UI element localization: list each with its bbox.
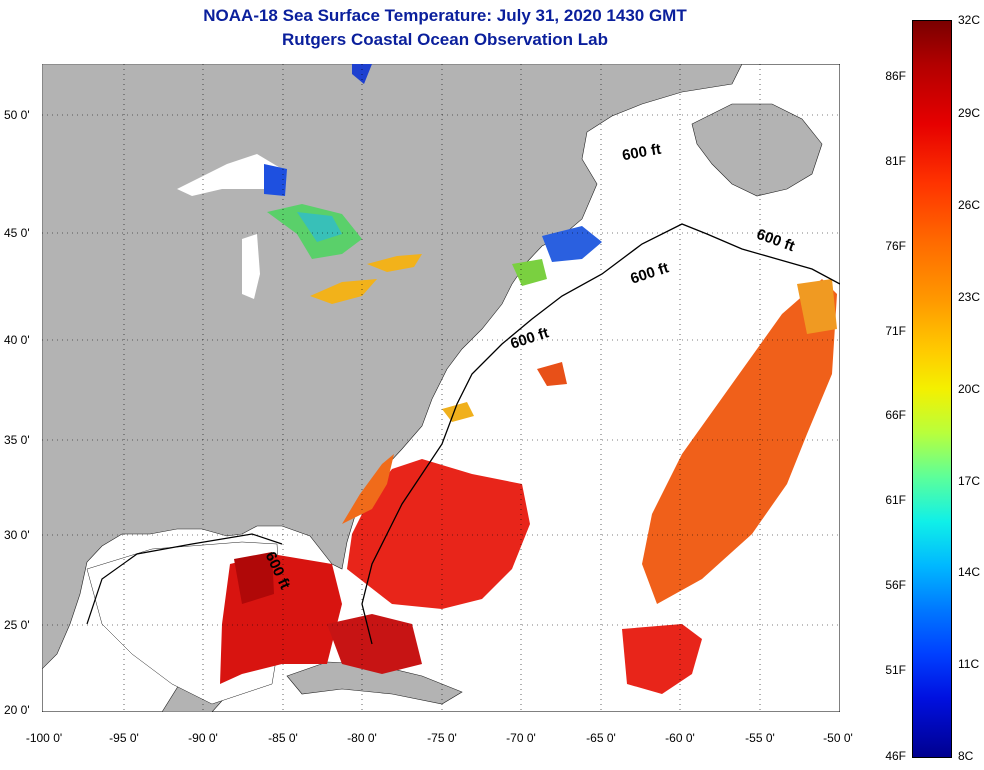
colorbar-c-17: 17C — [958, 474, 981, 488]
atlantic-sst — [642, 279, 837, 604]
lon-label-60: -60 0' — [665, 731, 695, 745]
lake-superior — [177, 154, 282, 196]
gulf-mexico-hot — [234, 552, 274, 604]
lon-label-65: -65 0' — [586, 731, 616, 745]
lon-label-70: -70 0' — [506, 731, 536, 745]
gulf-stream-sst — [347, 459, 530, 609]
lake-superior-sst — [264, 164, 287, 196]
colorbar-c-11: 11C — [958, 657, 980, 671]
lake-ontario — [367, 254, 422, 272]
colorbar-f-86: 86F — [885, 69, 906, 83]
gulf-maine-cold — [542, 226, 602, 262]
lon-label-95: -95 0' — [109, 731, 139, 745]
lon-label-75: -75 0' — [427, 731, 457, 745]
map-title: NOAA-18 Sea Surface Temperature: July 31… — [203, 6, 687, 25]
lat-lon-grid — [42, 64, 840, 712]
newfoundland-land — [691, 103, 823, 197]
georgia-coast-sst — [342, 454, 394, 524]
colorbar-f-71: 71F — [885, 324, 906, 338]
lat-label-35: 35 0' — [4, 433, 30, 447]
lat-label-40: 40 0' — [4, 333, 30, 347]
colorbar-f-76: 76F — [885, 239, 906, 253]
colorbar-c-32: 32C — [958, 13, 981, 27]
colorbar-c-29: 29C — [958, 106, 981, 120]
colorbar-f-61: 61F — [885, 493, 906, 507]
lat-label-30: 30 0' — [4, 528, 30, 542]
lat-label-20: 20 0' — [4, 703, 30, 717]
colorbar-f-81: 81F — [885, 154, 906, 168]
colorbar-f-51: 51F — [885, 663, 906, 677]
colorbar-f-46: 46F — [885, 749, 906, 763]
colorbar-f-56: 56F — [885, 578, 906, 592]
sst-map — [42, 64, 840, 712]
isobath-600ft — [361, 223, 840, 645]
lake-huron-cool — [297, 212, 342, 242]
lat-label-45: 45 0' — [4, 226, 30, 240]
lon-label-100: -100 0' — [25, 731, 63, 745]
colorbar-f-66: 66F — [885, 408, 906, 422]
lake-michigan — [242, 234, 260, 299]
lon-label-50: -50 0' — [823, 731, 853, 745]
map-subtitle: Rutgers Coastal Ocean Observation Lab — [282, 30, 608, 49]
lon-label-90: -90 0' — [188, 731, 218, 745]
lon-label-80: -80 0' — [347, 731, 377, 745]
temperature-colorbar — [912, 20, 952, 758]
shelf-sst-patch — [442, 402, 474, 422]
lat-label-50: 50 0' — [4, 108, 30, 122]
florida-straits-sst — [327, 614, 422, 674]
colorbar-c-23: 23C — [958, 290, 981, 304]
colorbar-c-14: 14C — [958, 565, 981, 579]
colorbar-c-20: 20C — [958, 382, 981, 396]
colorbar-c-8: 8C — [958, 749, 974, 763]
lon-label-85: -85 0' — [268, 731, 298, 745]
lon-label-55: -55 0' — [745, 731, 775, 745]
mid-atlantic-patch — [537, 362, 567, 386]
caribbean-sst — [622, 624, 702, 694]
atlantic-sst-warm — [797, 279, 837, 334]
lat-label-25: 25 0' — [4, 618, 30, 632]
lake-erie — [310, 279, 377, 304]
isobath-600ft-gulf — [86, 533, 283, 625]
colorbar-c-26: 26C — [958, 198, 981, 212]
